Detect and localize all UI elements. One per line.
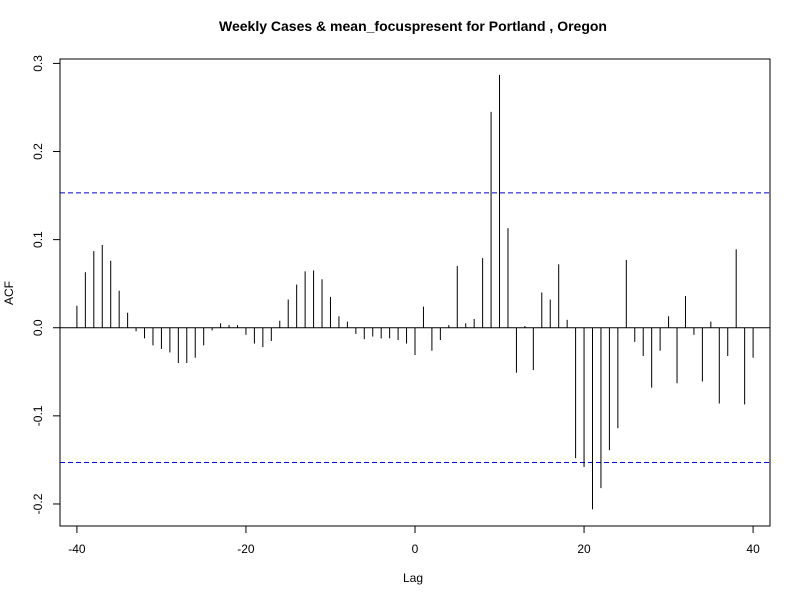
y-tick-label: 0.1 (31, 231, 45, 248)
x-tick-label: -40 (68, 542, 86, 556)
y-axis-label: ACF (2, 281, 16, 305)
y-tick-label: 0.0 (31, 319, 45, 336)
x-tick-label: 20 (577, 542, 591, 556)
x-tick-label: -20 (237, 542, 255, 556)
x-axis-label: Lag (403, 571, 423, 585)
y-tick-label: -0.2 (31, 493, 45, 514)
y-tick-label: 0.3 (31, 55, 45, 72)
x-tick-label: 40 (746, 542, 760, 556)
x-tick-label: 0 (412, 542, 419, 556)
plot-frame (59, 58, 771, 527)
y-tick-label: -0.1 (31, 405, 45, 426)
chart-title: Weekly Cases & mean_focuspresent for Por… (219, 18, 607, 34)
y-tick-label: 0.2 (31, 143, 45, 160)
